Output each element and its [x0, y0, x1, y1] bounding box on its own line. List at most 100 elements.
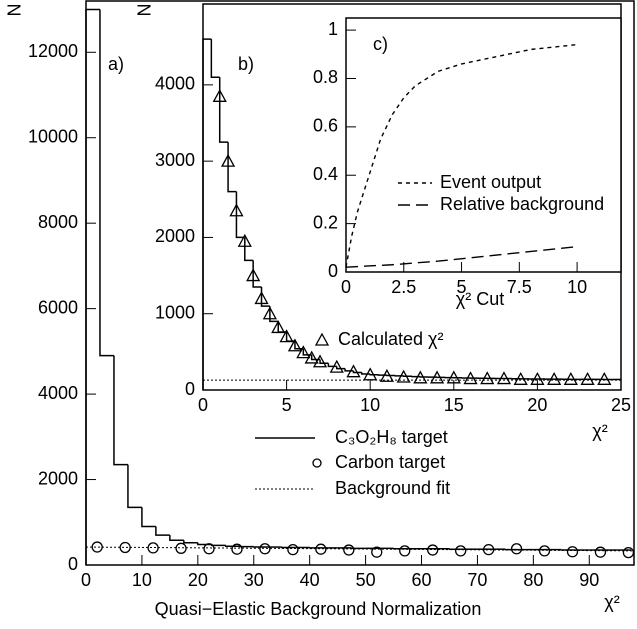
plot-frame	[345, 17, 622, 273]
data-point	[566, 546, 579, 558]
histogram-step	[218, 77, 229, 143]
panel-label: b)	[238, 54, 254, 74]
y-tick-label: 0	[328, 261, 338, 281]
legend-marker	[314, 332, 330, 346]
legend-label: Background fit	[335, 478, 450, 498]
histogram-step	[369, 373, 379, 376]
x-tick-label: 40	[300, 570, 320, 590]
data-point	[203, 543, 215, 555]
histogram-step	[113, 355, 128, 466]
data-point	[231, 543, 243, 555]
data-point	[296, 345, 311, 359]
data-point	[220, 153, 236, 167]
data-point	[427, 544, 439, 556]
data-point	[379, 368, 395, 382]
y-tick-label: 0	[185, 379, 195, 399]
x-axis-label: χ²	[604, 592, 619, 612]
data-point	[315, 543, 327, 555]
data-point	[262, 306, 277, 320]
data-point	[175, 542, 187, 554]
data-point	[343, 544, 355, 556]
data-point	[279, 329, 294, 343]
data-point	[510, 543, 523, 555]
data-point	[538, 545, 551, 557]
data-point	[622, 546, 635, 559]
panel-label: a)	[108, 54, 124, 74]
legend-label: Relative background	[440, 194, 604, 214]
histogram-step	[302, 348, 312, 356]
chart-title: Quasi−Elastic Background Normalization	[155, 599, 482, 619]
histogram-step	[85, 8, 100, 565]
x-tick-label: 0	[198, 395, 208, 415]
y-tick-label: 4000	[155, 74, 195, 94]
y-tick-label: 0.2	[313, 212, 338, 232]
y-tick-label: 0.4	[313, 164, 338, 184]
histogram-step	[155, 526, 170, 536]
histogram-step	[227, 142, 237, 193]
histogram-step	[225, 545, 240, 547]
data-point	[329, 359, 344, 373]
data-point	[480, 371, 495, 385]
data-point	[396, 369, 411, 383]
data-point	[246, 268, 261, 282]
y-tick-label: 1000	[155, 302, 195, 322]
y-tick-label: 8000	[38, 212, 78, 232]
x-tick-label: 10	[132, 570, 152, 590]
y-tick-label: 0.6	[313, 116, 338, 136]
x-tick-label: 5	[282, 395, 292, 415]
data-point	[229, 203, 244, 217]
data-point	[212, 88, 227, 102]
y-tick-label: 6000	[38, 297, 78, 317]
x-tick-label: 10	[360, 395, 380, 415]
histogram-step	[310, 354, 321, 361]
data-point	[363, 367, 378, 381]
x-tick-label: 20	[527, 395, 547, 415]
y-tick-label: 3000	[155, 150, 195, 170]
x-tick-label: 2.5	[391, 277, 416, 297]
data-point	[446, 370, 461, 384]
x-tick-label: 60	[411, 570, 431, 590]
x-tick-label: 7.5	[507, 277, 532, 297]
x-tick-label: 80	[523, 570, 543, 590]
data-point	[147, 542, 159, 554]
legend-label: Event output	[440, 172, 541, 192]
legend-label: Calculated χ²	[338, 329, 444, 349]
data-point	[547, 371, 562, 385]
histogram-step	[269, 306, 279, 323]
y-tick-label: 4000	[38, 383, 78, 403]
legend-label: C₃O₂H₈ target	[335, 427, 448, 447]
y-axis-label: N	[133, 4, 153, 17]
data-point	[597, 371, 612, 385]
data-point	[312, 354, 328, 368]
data-point	[304, 350, 319, 364]
data-point	[455, 545, 467, 557]
data-point	[346, 364, 361, 378]
histogram-step	[211, 544, 226, 547]
histogram-step	[183, 540, 198, 544]
data-point	[482, 543, 495, 556]
y-tick-label: 0.8	[313, 67, 338, 87]
y-tick-label: 2000	[38, 468, 78, 488]
histogram-step	[210, 39, 220, 78]
data-point	[254, 291, 269, 305]
data-point	[429, 370, 445, 384]
data-point	[580, 371, 595, 385]
data-point	[287, 543, 299, 556]
histogram-step	[202, 38, 212, 390]
histogram-step	[336, 366, 346, 370]
y-tick-label: 0	[68, 554, 78, 574]
data-point	[237, 233, 252, 247]
background-fit	[85, 546, 635, 552]
histogram-step	[127, 464, 142, 509]
x-tick-label: 0	[81, 570, 91, 590]
histogram-step	[141, 507, 156, 528]
data-point	[413, 370, 428, 384]
histogram-step	[99, 9, 114, 357]
x-tick-label: 50	[356, 570, 376, 590]
x-tick-label: 0	[341, 277, 351, 297]
data-point	[563, 371, 578, 385]
x-tick-label: 15	[444, 395, 464, 415]
x-tick-label: 10	[567, 277, 587, 297]
panel-label: c)	[373, 34, 388, 54]
